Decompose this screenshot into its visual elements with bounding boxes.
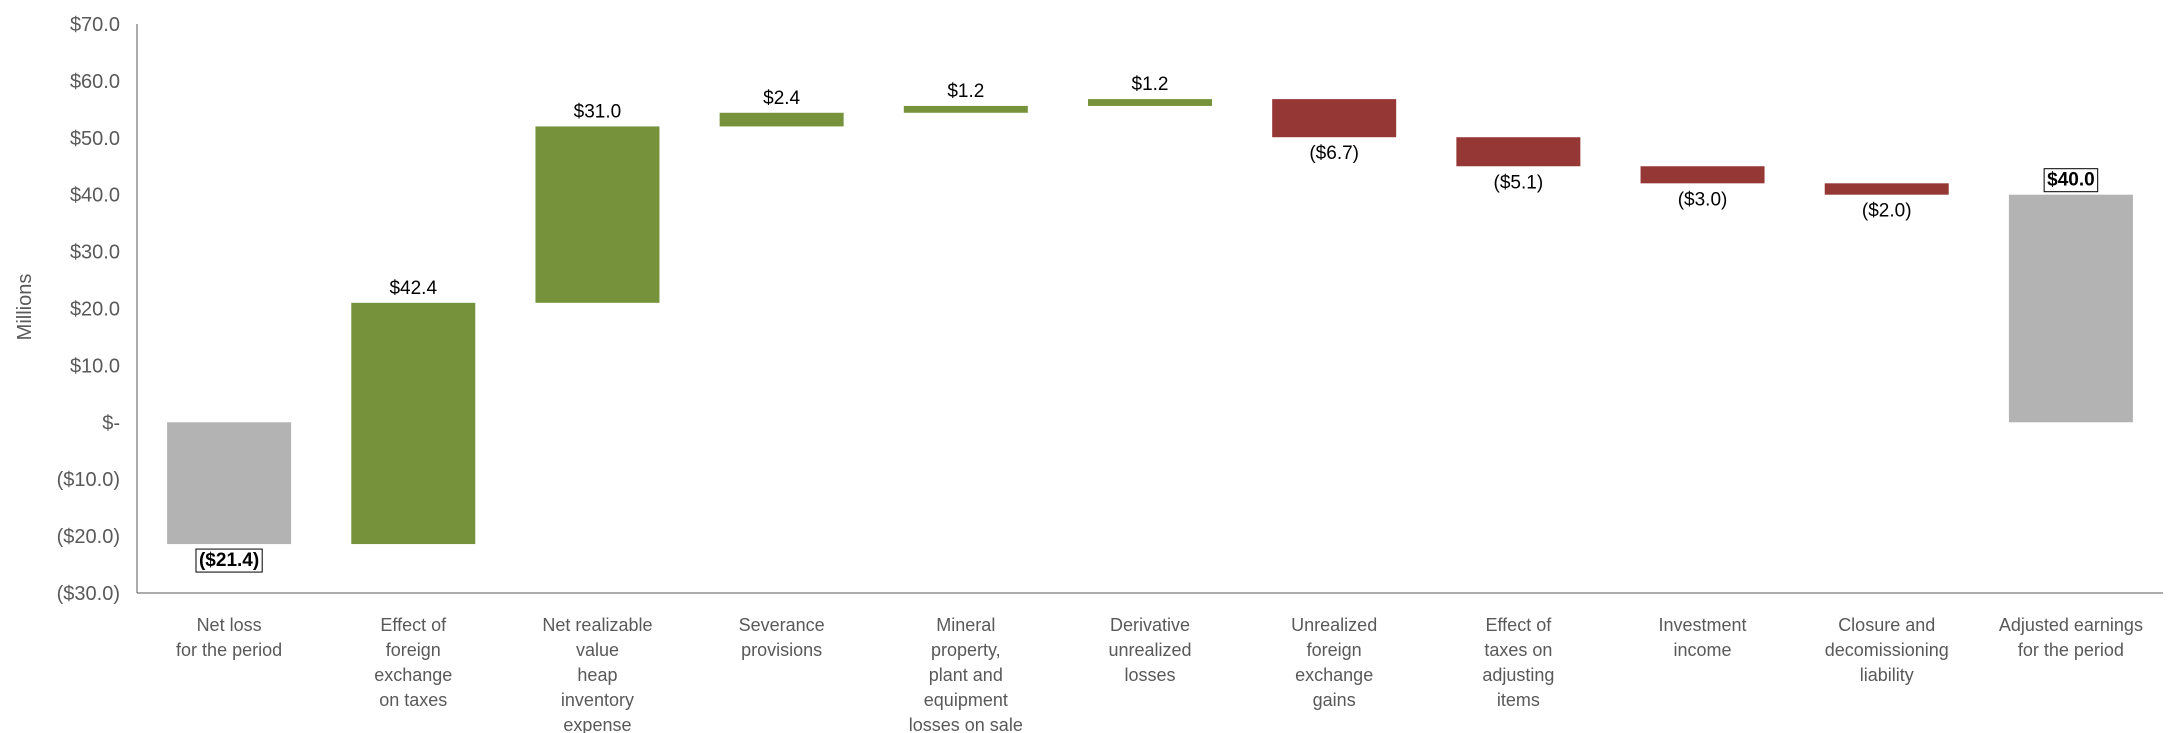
- y-tick-label: $70.0: [70, 14, 120, 36]
- data-label: ($3.0): [1678, 189, 1728, 210]
- x-category-label: Net loss for the period: [176, 615, 282, 660]
- x-category-label-line: foreign: [386, 640, 441, 660]
- x-category-label-line: exchange: [1295, 665, 1373, 685]
- x-category-label: Effect of foreign exchange on taxes: [374, 615, 452, 710]
- x-category-label-line: equipment: [924, 690, 1008, 710]
- x-category-label-line: items: [1497, 690, 1540, 710]
- x-category-label-line: property,: [931, 640, 1001, 660]
- y-tick-label: ($10.0): [57, 469, 120, 491]
- x-category-label-line: plant and: [929, 665, 1003, 685]
- data-label: ($5.1): [1494, 172, 1544, 193]
- x-category-label-line: Net realizable: [542, 615, 652, 635]
- bar-total: [2008, 194, 2133, 423]
- data-label: $42.4: [389, 278, 437, 299]
- y-axis-title-group: Millions: [14, 274, 36, 341]
- x-category-label-line: Effect of: [380, 615, 447, 635]
- x-category-label-line: Unrealized: [1291, 615, 1377, 635]
- x-category-label: Closure and decomissioning liability: [1825, 615, 1949, 685]
- x-category-label: Investment income: [1659, 615, 1747, 660]
- bars: [167, 99, 2133, 545]
- x-category-label: Derivative unrealized losses: [1108, 615, 1191, 685]
- x-category-label-line: for the period: [2018, 640, 2124, 660]
- data-label: ($2.0): [1862, 201, 1912, 222]
- x-category-label: Mineral property, plant and equipment losses…: [909, 615, 1023, 733]
- x-category-label-line: Adjusted earnings: [1999, 615, 2143, 635]
- x-category-label-line: on taxes: [379, 690, 447, 710]
- bar-decrease: [1456, 137, 1581, 167]
- y-tick-label: $60.0: [70, 71, 120, 93]
- x-category-label: Adjusted earnings for the period: [1999, 615, 2143, 660]
- x-category-label-line: gains: [1313, 690, 1356, 710]
- data-label-box: [2043, 168, 2099, 193]
- y-tick-label: $40.0: [70, 185, 120, 207]
- x-category-label-line: foreign: [1307, 640, 1362, 660]
- data-label-box: [195, 548, 263, 573]
- x-category-label-line: unrealized: [1108, 640, 1191, 660]
- data-label: $2.4: [763, 88, 800, 109]
- data-label: $1.2: [947, 81, 984, 102]
- bar-decrease: [1824, 183, 1949, 195]
- bar-increase: [535, 126, 660, 303]
- bar-increase: [903, 105, 1028, 113]
- bar-increase: [351, 302, 476, 545]
- x-category-label-line: Derivative: [1110, 615, 1190, 635]
- y-tick-label: $10.0: [70, 355, 120, 377]
- y-tick-label: ($20.0): [57, 526, 120, 548]
- x-category-label-line: Closure and: [1838, 615, 1935, 635]
- x-category-label-line: losses: [1124, 665, 1175, 685]
- y-axis-title: Millions: [14, 274, 36, 341]
- x-category-label-line: inventory: [561, 690, 634, 710]
- x-category-label-line: losses on sale: [909, 715, 1023, 733]
- data-labels: ($21.4) $42.4 $31.0 $2.4 $1.2 $1.2 ($6.7) ($5.1…: [195, 74, 2099, 573]
- x-category-label-line: provisions: [741, 640, 822, 660]
- x-category-label: Severance provisions: [739, 615, 825, 660]
- x-category-label-line: Severance: [739, 615, 825, 635]
- data-label: ($21.4): [199, 550, 259, 571]
- x-category-label: Unrealized foreign exchange gains: [1291, 615, 1377, 710]
- y-tick-label: $50.0: [70, 128, 120, 150]
- y-tick-label: $30.0: [70, 242, 120, 264]
- data-label: $1.2: [1132, 74, 1169, 95]
- x-category-label-line: decomissioning: [1825, 640, 1949, 660]
- y-tick-label: $20.0: [70, 299, 120, 321]
- x-category-label-line: expense: [563, 715, 631, 733]
- x-category-label-line: Effect of: [1486, 615, 1553, 635]
- x-category-label-line: for the period: [176, 640, 282, 660]
- x-category-label-line: Investment: [1659, 615, 1747, 635]
- x-category-label-line: adjusting: [1482, 665, 1554, 685]
- bar-decrease: [1272, 99, 1397, 138]
- data-label: $31.0: [574, 101, 622, 122]
- y-tick-label: $-: [102, 412, 120, 434]
- x-category-label-line: income: [1674, 640, 1732, 660]
- x-category-label-line: heap: [577, 665, 617, 685]
- x-category-label-line: taxes on: [1484, 640, 1552, 660]
- bar-increase: [719, 112, 844, 127]
- data-label: $40.0: [2047, 170, 2095, 191]
- y-axis-tick-labels: $70.0 $60.0 $50.0 $40.0 $30.0 $20.0 $10.0 $- ($1…: [57, 14, 120, 605]
- y-tick-label: ($30.0): [57, 583, 120, 605]
- x-category-label-line: Net loss: [197, 615, 262, 635]
- x-category-label: Effect of taxes on adjusting items: [1482, 615, 1554, 710]
- category-labels: Net loss for the period Effect of foreign ex…: [176, 615, 2143, 733]
- bar-decrease: [1640, 166, 1765, 184]
- data-label: ($6.7): [1309, 143, 1359, 164]
- x-category-label-line: Mineral: [936, 615, 995, 635]
- x-category-label-line: liability: [1860, 665, 1914, 685]
- bar-total: [167, 422, 292, 545]
- bar-increase: [1088, 99, 1212, 106]
- x-category-label-line: value: [576, 640, 619, 660]
- x-category-label: Net realizable value heap inventory expense: [542, 615, 652, 733]
- x-category-label-line: exchange: [374, 665, 452, 685]
